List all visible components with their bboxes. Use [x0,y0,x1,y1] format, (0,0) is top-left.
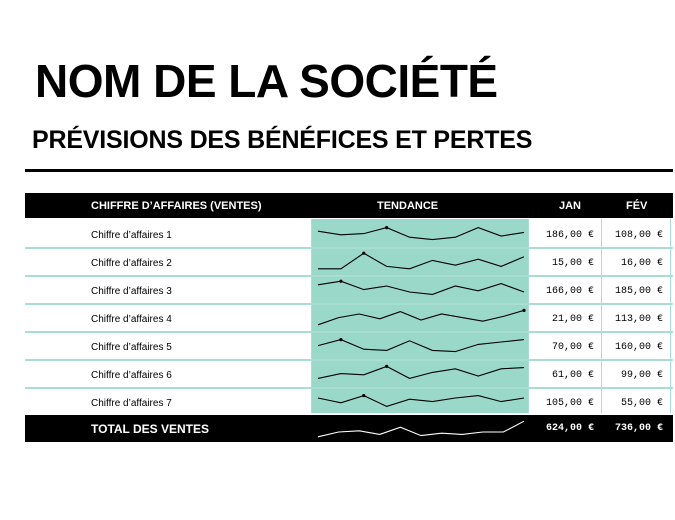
row-fev-value: 160,00 € [614,342,663,353]
row-jan-value: 186,00 € [545,230,594,241]
table-row: Chiffre d’affaires 1 186,00 € 108,00 € [25,222,673,248]
sparkline-path [317,420,525,438]
sparkline-marker [362,251,366,255]
row-label: Chiffre d’affaires 4 [91,314,172,325]
row-label: Chiffre d’affaires 2 [91,258,172,269]
sparkline-path [317,395,525,407]
sparkline-marker [362,394,366,398]
row-jan-value: 105,00 € [545,398,594,409]
title-rule [25,169,673,172]
sparkline-path [317,365,525,379]
table-row: Chiffre d’affaires 6 61,00 € 99,00 € [25,362,673,388]
row-divider [25,387,673,389]
column-divider [311,219,312,413]
row-fev-value: 16,00 € [620,258,663,269]
total-sparkline [317,420,525,438]
table-row: Chiffre d’affaires 3 166,00 € 185,00 € [25,278,673,304]
column-divider [528,219,529,413]
total-label: TOTAL DES VENTES [91,422,210,436]
sparkline [317,364,525,379]
row-fev-value: 55,00 € [620,398,663,409]
sparkline-path [317,280,525,295]
row-divider [25,331,673,333]
sparkline [317,226,525,241]
row-label: Chiffre d’affaires 5 [91,342,172,353]
sparkline-path [317,339,525,353]
row-fev-value: 108,00 € [614,230,663,241]
header-fev: FÉV [626,200,648,212]
table-row: Chiffre d’affaires 4 21,00 € 113,00 € [25,306,673,332]
sparkline-marker [385,364,389,368]
sparkline-path [317,227,525,241]
sparkline-marker [385,226,389,230]
row-jan-value: 70,00 € [551,342,594,353]
total-fev-value: 736,00 € [614,423,663,434]
row-fev-value: 185,00 € [614,286,663,297]
page-subtitle: PRÉVISIONS DES BÉNÉFICES ET PERTES [32,126,533,154]
row-jan-value: 166,00 € [545,286,594,297]
sparkline [317,338,525,353]
row-label: Chiffre d’affaires 3 [91,286,172,297]
row-fev-value: 113,00 € [614,314,663,325]
sparkline [317,308,526,326]
sparkline [317,394,525,407]
company-name: NOM DE LA SOCIÉTÉ [35,55,498,107]
sparkline-marker [339,279,343,283]
row-fev-value: 99,00 € [620,370,663,381]
row-divider [25,303,673,305]
row-label: Chiffre d’affaires 6 [91,370,172,381]
row-label: Chiffre d’affaires 1 [91,230,172,241]
total-jan-value: 624,00 € [545,423,594,434]
header-trend: TENDANCE [377,200,439,212]
sparkline-marker [522,308,526,312]
column-divider [670,219,671,413]
row-divider [25,359,673,361]
header-label: CHIFFRE D’AFFAIRES (VENTES) [91,200,262,212]
row-divider [25,247,673,249]
column-divider [601,219,602,413]
table-row: Chiffre d’affaires 5 70,00 € 160,00 € [25,334,673,360]
sparkline-path [318,252,525,270]
sparkline-path [317,309,525,326]
sparkline-marker [339,338,343,342]
table-row: Chiffre d’affaires 2 15,00 € 16,00 € [25,250,673,276]
header-jan: JAN [559,200,582,212]
row-jan-value: 61,00 € [551,370,594,381]
table-row: Chiffre d’affaires 7 105,00 € 55,00 € [25,390,673,416]
sparkline [317,279,525,295]
total-row: TOTAL DES VENTES 624,00 € 736,00 € [25,415,673,442]
table-header-row: CHIFFRE D’AFFAIRES (VENTES) TENDANCE JAN… [25,193,673,218]
row-jan-value: 15,00 € [551,258,594,269]
row-divider [25,275,673,277]
row-label: Chiffre d’affaires 7 [91,398,172,409]
row-jan-value: 21,00 € [551,314,594,325]
sparkline [318,251,525,270]
